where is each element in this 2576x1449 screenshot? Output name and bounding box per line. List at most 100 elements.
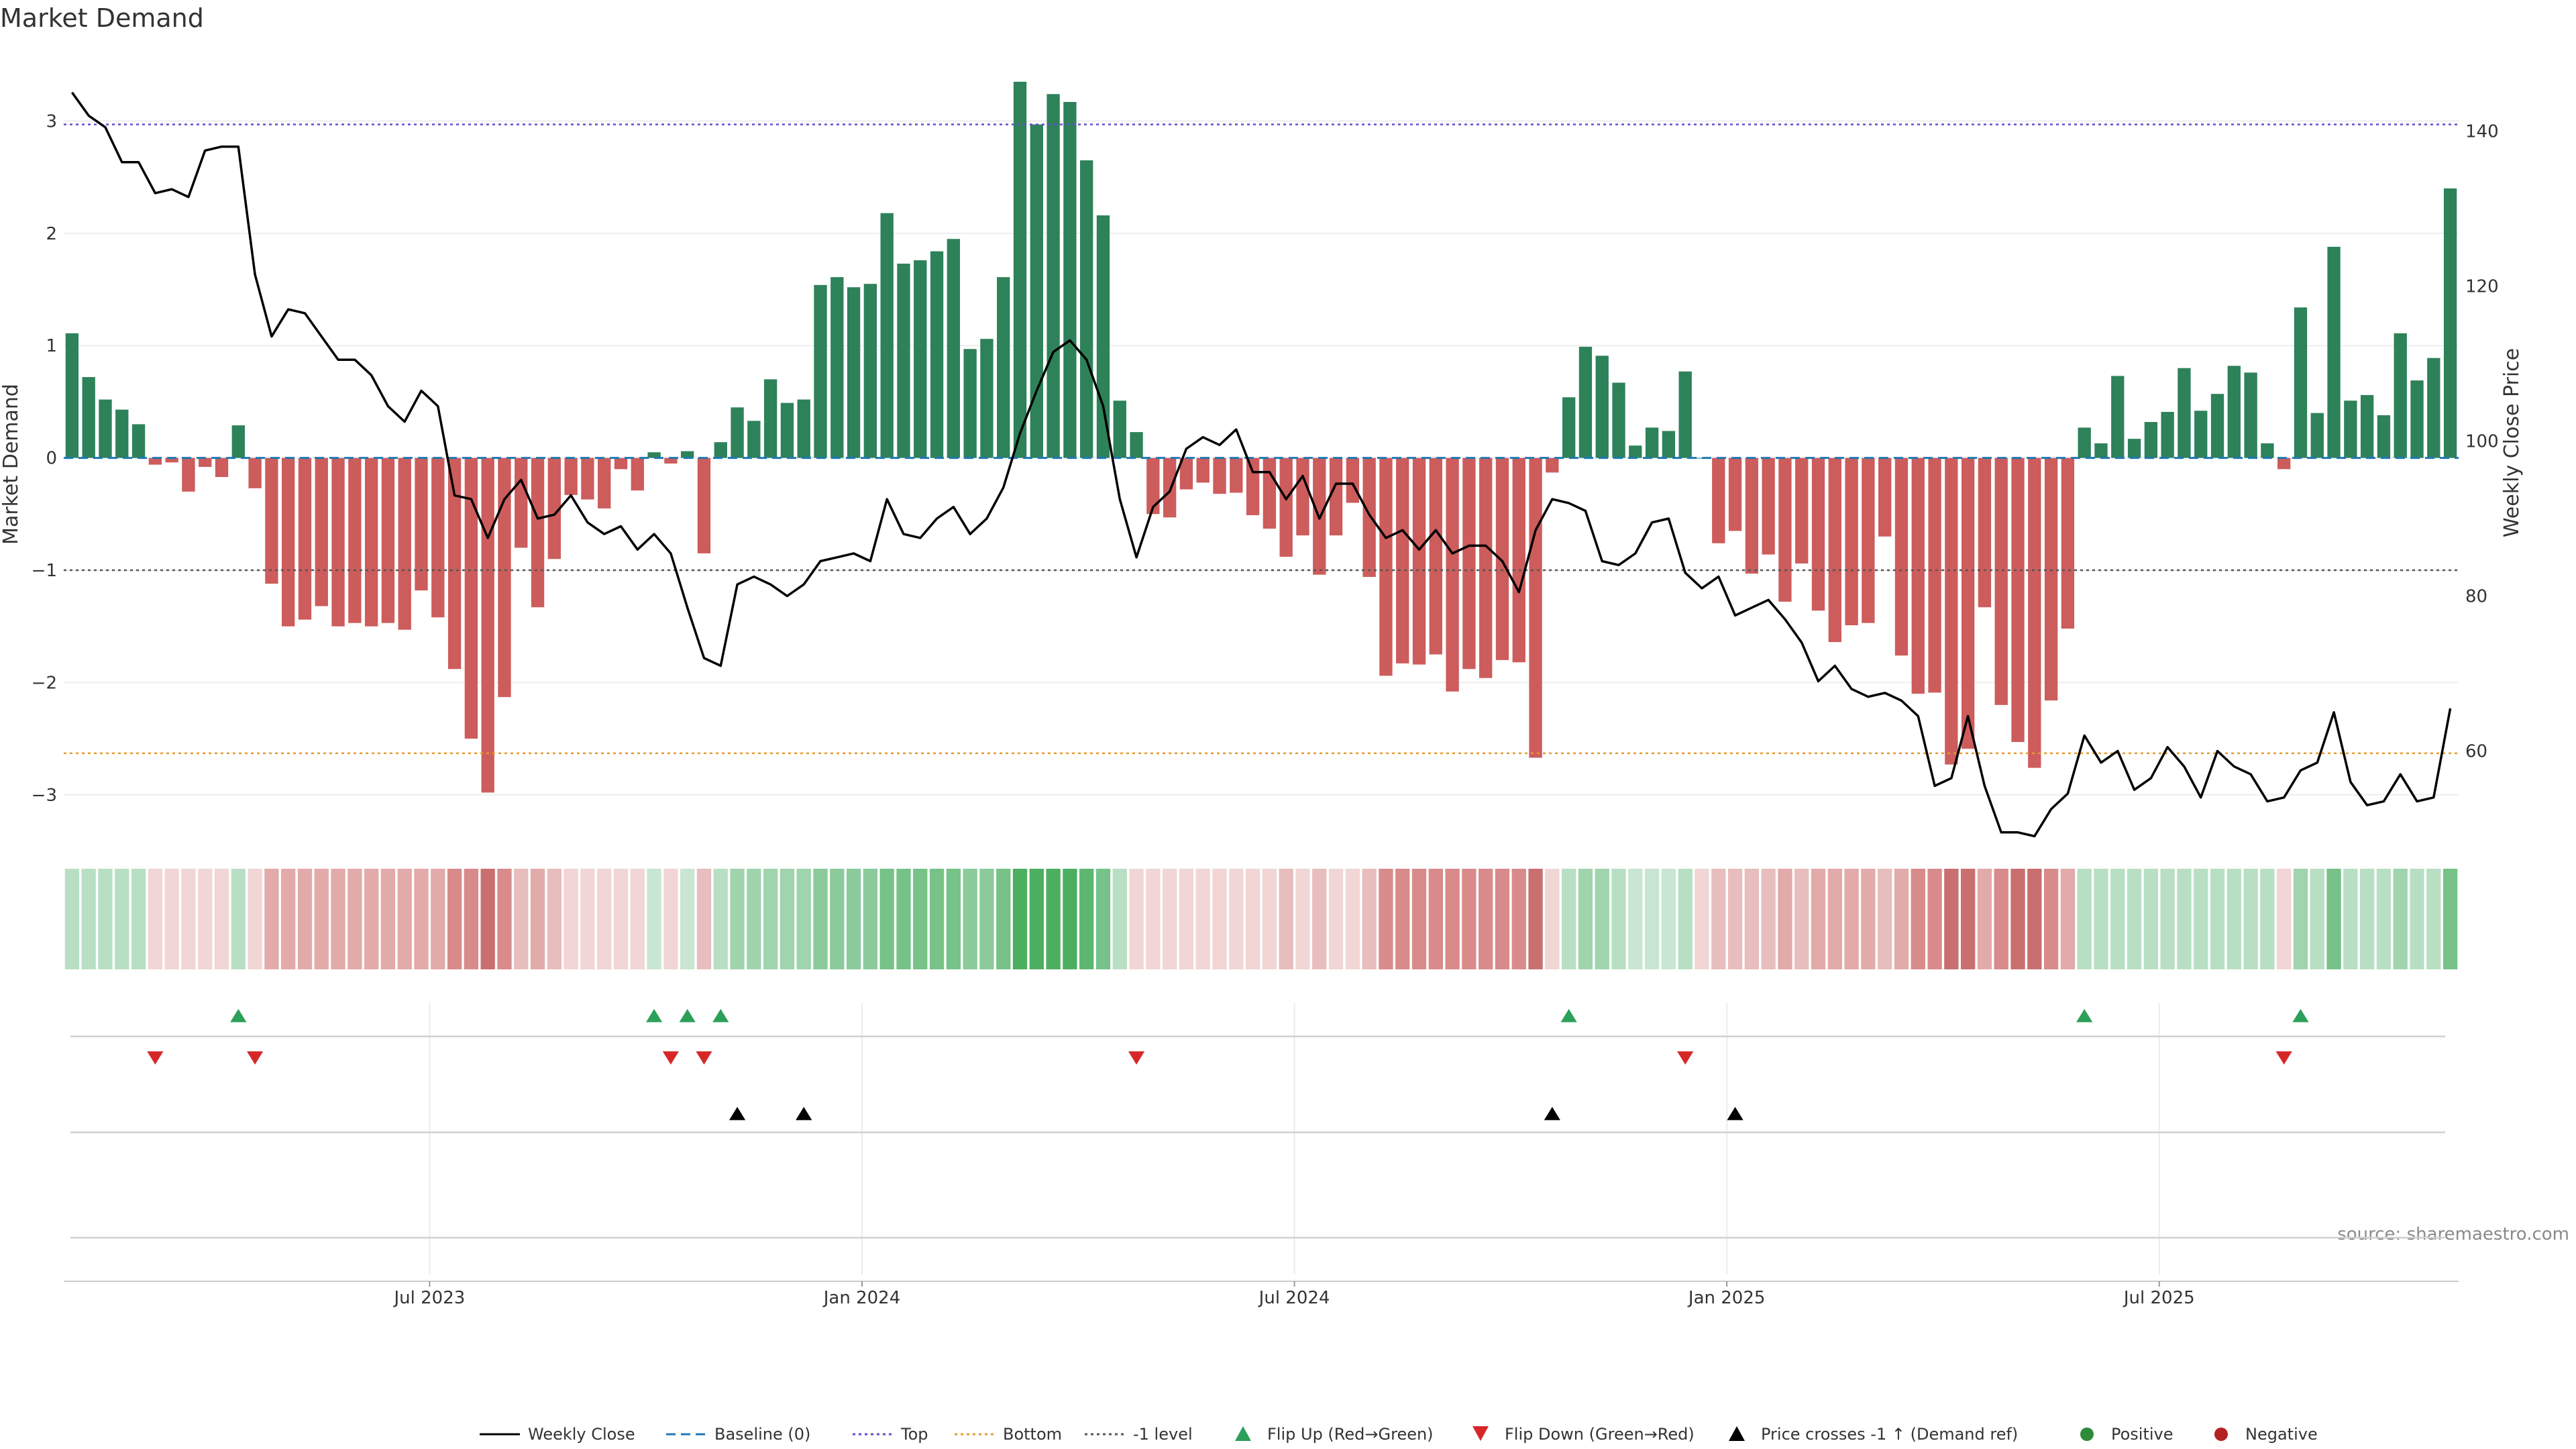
demand-bar [265, 458, 278, 584]
regime-cell [1095, 869, 1111, 969]
regime-cell [431, 869, 445, 969]
demand-bar [2327, 246, 2341, 458]
legend-item: Weekly Close [480, 1425, 635, 1444]
regime-cell [680, 869, 695, 969]
legend-item: Top [853, 1425, 928, 1444]
regime-cell [2326, 869, 2341, 969]
regime-cell [1029, 869, 1044, 969]
regime-cell [2094, 869, 2108, 969]
regime-cell [1063, 869, 1077, 969]
regime-cell [115, 869, 129, 969]
regime-cell [2260, 869, 2275, 969]
regime-cell [1445, 869, 1460, 969]
regime-cell [98, 869, 113, 969]
demand-bar [647, 452, 661, 458]
regime-cell [497, 869, 512, 969]
y2-tick-label: 60 [2465, 742, 2487, 762]
price-cross-marker [1544, 1107, 1560, 1120]
weekly-close-line [70, 91, 2452, 838]
regime-cell [1295, 869, 1310, 969]
demand-bar [980, 339, 994, 458]
demand-bars [65, 81, 2457, 793]
legend-label: Bottom [1003, 1425, 1062, 1444]
demand-bar [1678, 371, 1692, 458]
regime-cell [2293, 869, 2308, 969]
regime-cell [1578, 869, 1593, 969]
regime-cell [1046, 869, 1061, 969]
demand-bar [797, 399, 810, 458]
demand-bar [2360, 394, 2374, 458]
demand-bar [2061, 458, 2075, 629]
regime-cell [530, 869, 545, 969]
regime-cell [796, 869, 811, 969]
y-tick-label: 0 [46, 449, 57, 469]
demand-bar [531, 458, 545, 608]
legend-label: Negative [2245, 1425, 2318, 1444]
demand-bar [165, 458, 178, 463]
demand-bar [697, 458, 711, 553]
legend-label: Weekly Close [528, 1425, 635, 1444]
legend-item: Negative [2214, 1425, 2318, 1444]
demand-bar [215, 458, 229, 478]
regime-cell [1894, 869, 1909, 969]
regime-cell [763, 869, 778, 969]
regime-cell [2077, 869, 2092, 969]
demand-bar [1562, 397, 1576, 458]
demand-bar [364, 458, 378, 627]
regime-cell [414, 869, 429, 969]
demand-bar [863, 284, 877, 458]
demand-bar [2094, 443, 2108, 458]
flip-down-marker [1128, 1051, 1145, 1065]
regime-cell [2443, 869, 2458, 969]
regime-cell [1129, 869, 1144, 969]
regime-cell [2343, 869, 2358, 969]
regime-cell [647, 869, 661, 969]
regime-cell [946, 869, 961, 969]
demand-bar [1695, 458, 1709, 459]
legend-item: Bottom [955, 1425, 1062, 1444]
regime-cell [663, 869, 678, 969]
regime-cell [198, 869, 213, 969]
regime-cell [1328, 869, 1344, 969]
demand-bar [1762, 458, 1775, 555]
demand-bar [2377, 415, 2391, 458]
regime-cell [2277, 869, 2292, 969]
regime-cell [1611, 869, 1626, 969]
demand-bar [1179, 458, 1193, 490]
regime-cell [1079, 869, 1094, 969]
demand-bar [415, 458, 428, 591]
demand-bar [199, 458, 212, 467]
demand-bar [914, 260, 927, 458]
demand-bar [1828, 458, 1841, 643]
demand-bar [1046, 94, 1060, 458]
demand-bar [2028, 458, 2041, 768]
demand-bar [747, 421, 761, 458]
regime-cell [447, 869, 462, 969]
regime-cell [2110, 869, 2125, 969]
axis-ticks: 3 2 1 0 −1 −2 −3 140 120 100 80 60 Jul 2023 Jan 2024 J… [32, 111, 2499, 1308]
demand-bar [963, 349, 977, 458]
demand-bar [814, 284, 827, 458]
regime-cell [780, 869, 795, 969]
regime-cell [2310, 869, 2324, 969]
x-tick-label: Jul 2024 [1258, 1288, 1330, 1308]
x-tick-label: Jul 2023 [393, 1288, 466, 1308]
chart-title: Market Demand [0, 3, 204, 33]
regime-cell [1012, 869, 1028, 969]
regime-cell [164, 869, 179, 969]
demand-bar [1978, 458, 1992, 608]
demand-bar [2261, 443, 2274, 458]
regime-cell [148, 869, 163, 969]
regime-cell [1495, 869, 1510, 969]
demand-bar [481, 458, 494, 793]
regime-cell [380, 869, 396, 969]
demand-bar [997, 277, 1010, 458]
x-tick-label: Jan 2025 [1687, 1288, 1766, 1308]
demand-bar [1529, 458, 1542, 758]
regime-cell [1678, 869, 1693, 969]
demand-bar [1862, 458, 1875, 623]
regime-cell [214, 869, 229, 969]
regime-cell [1345, 869, 1360, 969]
demand-bar [2194, 411, 2208, 458]
